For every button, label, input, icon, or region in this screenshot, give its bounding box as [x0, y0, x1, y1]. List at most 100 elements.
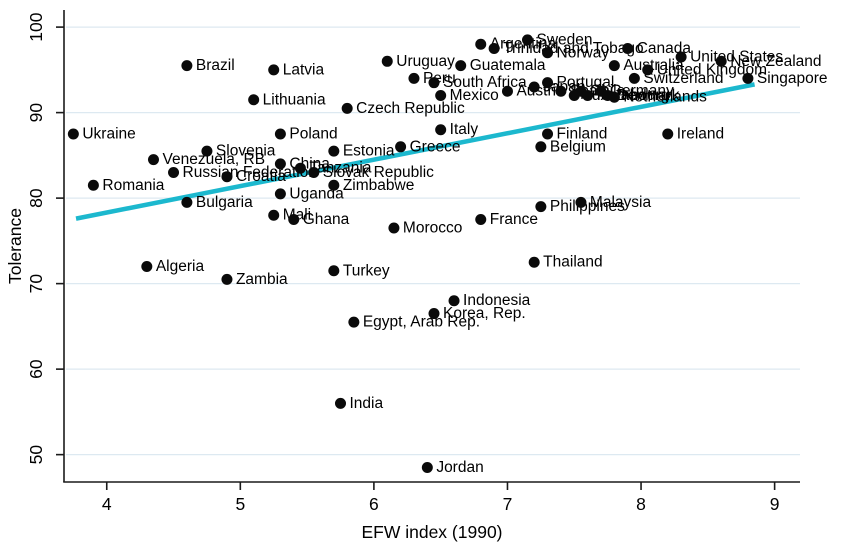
point-label: Czech Republic	[356, 100, 465, 117]
point-label: Finland	[557, 125, 608, 142]
data-point	[528, 256, 540, 268]
data-point	[488, 42, 500, 54]
data-point	[87, 179, 99, 191]
point-label: Germany	[610, 83, 674, 100]
data-point	[181, 196, 193, 208]
point-label: Latvia	[283, 61, 325, 78]
point-label: Bulgaria	[196, 194, 253, 211]
data-point	[381, 55, 393, 67]
data-point	[575, 196, 587, 208]
trend-line	[75, 82, 756, 221]
data-point	[335, 397, 347, 409]
data-point	[268, 64, 280, 76]
data-point	[328, 265, 340, 277]
y-tick-label: 80	[26, 188, 46, 208]
x-tick-label: 4	[102, 494, 112, 514]
point-label: Sweden	[537, 31, 593, 48]
point-label: Morocco	[403, 220, 462, 237]
data-point	[221, 171, 233, 183]
data-point	[168, 166, 180, 178]
point-label: Australia	[623, 57, 684, 74]
data-point	[528, 81, 540, 93]
point-label: Philippines	[550, 198, 625, 215]
point-label: Venezuela, RB	[162, 151, 265, 168]
x-tick-label: 8	[636, 494, 646, 514]
data-point	[181, 60, 193, 72]
data-point	[308, 166, 320, 178]
point-label: Ireland	[677, 125, 724, 142]
data-point	[582, 90, 594, 102]
point-label: Zimbabwe	[343, 177, 415, 194]
point-label: Guatemala	[470, 57, 546, 74]
point-label: Ghana	[303, 211, 350, 228]
point-label: Turkey	[343, 262, 390, 279]
point-label: Slovenia	[216, 143, 276, 160]
data-point	[435, 90, 447, 102]
point-label: Mexico	[450, 87, 499, 104]
data-point	[395, 141, 407, 153]
data-point	[147, 154, 159, 166]
point-label: Norway	[557, 44, 610, 61]
data-point	[328, 179, 340, 191]
data-point	[475, 38, 487, 50]
data-point	[408, 72, 420, 84]
x-tick-label: 9	[770, 494, 780, 514]
point-label: Slovak Republic	[323, 164, 434, 181]
point-label: Jordan	[436, 459, 483, 476]
data-point	[608, 60, 620, 72]
y-tick-label: 90	[26, 103, 46, 123]
point-label: Malaysia	[590, 194, 652, 211]
data-point	[522, 34, 534, 46]
x-axis-title: EFW index (1990)	[361, 522, 502, 542]
data-point	[542, 47, 554, 59]
data-point	[535, 201, 547, 213]
point-label: United Kingdom	[657, 61, 767, 78]
point-label: New Zealand	[730, 53, 821, 70]
data-point	[141, 261, 153, 273]
data-point	[348, 316, 360, 328]
y-tick-label: 70	[26, 274, 46, 294]
data-point	[555, 85, 567, 97]
data-point	[501, 85, 513, 97]
y-axis-title: Tolerance	[5, 208, 25, 284]
data-point	[675, 51, 687, 63]
point-label: Croatia	[236, 168, 286, 185]
point-label: Singapore	[757, 70, 828, 87]
point-label: Denmark	[617, 87, 680, 104]
point-label: Romania	[102, 177, 164, 194]
data-point	[288, 213, 300, 225]
point-label: Lithuania	[263, 91, 326, 108]
point-label: Argentina	[490, 36, 557, 53]
point-label: Tanzania	[309, 160, 371, 177]
data-point	[388, 222, 400, 234]
data-point	[328, 145, 340, 157]
data-point	[268, 209, 280, 221]
point-label: Greece	[410, 138, 461, 155]
point-label: India	[350, 395, 384, 412]
data-point	[742, 72, 754, 84]
data-point	[428, 308, 440, 320]
data-point	[294, 162, 306, 174]
point-label: Trinidad and Tobago	[503, 40, 643, 57]
point-label: Thailand	[543, 254, 602, 271]
point-label: Zambia	[236, 271, 288, 288]
point-label: Italy	[450, 121, 479, 138]
data-point	[201, 145, 213, 157]
data-point	[221, 273, 233, 285]
point-label: Korea, Rep.	[443, 305, 526, 322]
y-tick-label: 50	[26, 445, 46, 465]
data-point	[435, 124, 447, 136]
point-label: Algeria	[156, 258, 205, 275]
data-point	[628, 72, 640, 84]
point-label: Brazil	[196, 57, 235, 74]
x-tick-label: 7	[503, 494, 513, 514]
point-label: United States	[690, 49, 783, 66]
y-tick-label: 60	[26, 359, 46, 379]
point-label: Switzerland	[643, 70, 723, 87]
data-point	[67, 128, 79, 140]
point-label: Uruguay	[396, 53, 455, 70]
point-label: Netherlands	[623, 89, 707, 106]
data-point	[428, 77, 440, 89]
x-tick-label: 5	[235, 494, 245, 514]
